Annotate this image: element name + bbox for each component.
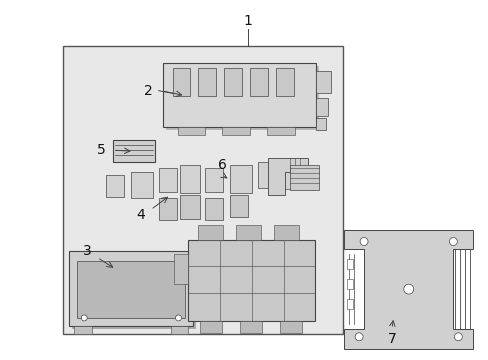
Bar [198,68,216,96]
Bar [188,239,315,321]
Bar [224,68,242,96]
Bar [230,195,247,217]
Bar [257,162,277,188]
Bar [113,140,154,162]
Bar [163,63,316,127]
Bar [72,255,196,329]
Bar [316,71,331,93]
Bar [281,165,303,189]
Bar [205,198,223,220]
Bar [165,66,319,130]
Circle shape [175,315,181,321]
Bar [69,251,193,326]
Bar [180,165,200,193]
Bar [249,68,267,96]
Bar [346,299,352,309]
Text: 2: 2 [144,84,153,98]
Text: 5: 5 [97,143,105,157]
Bar [131,172,152,198]
Polygon shape [344,230,472,349]
Bar [63,46,343,334]
Bar [106,175,123,197]
Bar [77,261,185,318]
Bar [74,326,92,334]
Text: 7: 7 [386,332,395,346]
Polygon shape [267,158,307,195]
Bar [346,279,352,289]
Text: 3: 3 [82,244,91,258]
Bar [180,195,200,219]
Bar [266,127,294,135]
Bar [172,68,190,96]
Bar [198,225,223,239]
Bar [316,118,325,130]
Circle shape [453,333,461,341]
Bar [173,255,188,284]
Bar [273,225,298,239]
Circle shape [81,315,87,321]
Circle shape [359,238,367,246]
Text: 6: 6 [217,158,226,172]
Bar [177,127,205,135]
Bar [200,321,222,333]
Bar [279,321,301,333]
Polygon shape [289,165,319,190]
Circle shape [403,284,413,294]
Bar [236,225,260,239]
Bar [170,326,188,334]
Bar [230,165,251,193]
Bar [316,98,327,116]
Bar [158,198,176,220]
Bar [205,168,223,192]
Circle shape [448,238,456,246]
Bar [275,68,293,96]
Circle shape [354,333,362,341]
Bar [222,127,249,135]
Text: 4: 4 [136,208,145,222]
Bar [158,168,176,192]
Bar [346,260,352,269]
Bar [240,321,262,333]
Text: 1: 1 [243,14,252,28]
